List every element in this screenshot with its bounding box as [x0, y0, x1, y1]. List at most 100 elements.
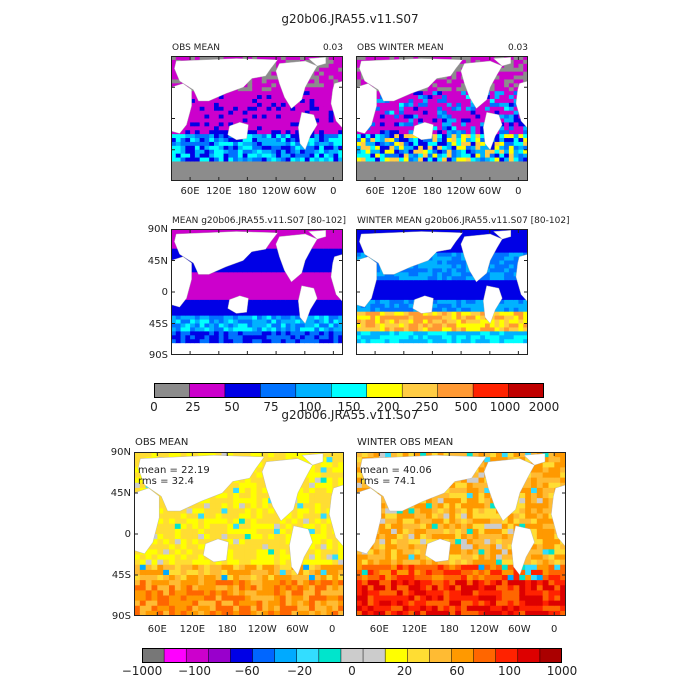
- heatmap-cell: [456, 347, 462, 352]
- heatmap-cell: [319, 157, 325, 163]
- heatmap-cell: [408, 343, 414, 348]
- heatmap-cell: [209, 292, 215, 297]
- heatmap-cell: [399, 347, 405, 352]
- heatmap-cell: [257, 138, 263, 143]
- heatmap-cell: [300, 157, 306, 163]
- heatmap-cell: [513, 323, 520, 329]
- heatmap-cell: [442, 347, 448, 352]
- heatmap-cell: [295, 102, 301, 108]
- heatmap-cell: [139, 595, 147, 602]
- heatmap-cell: [185, 315, 191, 321]
- land-mask-3: [275, 60, 318, 109]
- heatmap-cell: [499, 161, 505, 166]
- heatmap-cell: [145, 452, 153, 458]
- heatmap-cell: [300, 268, 306, 273]
- heatmap-cell: [175, 331, 182, 336]
- heatmap-cell: [242, 149, 249, 155]
- heatmap-cell: [432, 295, 438, 301]
- heatmap-cell: [194, 284, 201, 289]
- heatmap-cell: [480, 315, 486, 321]
- heatmap-cell: [494, 173, 500, 178]
- heatmap-cell: [465, 276, 472, 281]
- heatmap-cell: [314, 240, 320, 246]
- heatmap-cell: [151, 549, 158, 556]
- land-mask-3: [460, 233, 503, 283]
- heatmap-cell: [171, 71, 177, 77]
- heatmap-cell: [480, 331, 486, 336]
- heatmap-cell: [323, 149, 330, 155]
- heatmap-cell: [470, 276, 477, 281]
- heatmap-cell: [333, 126, 339, 131]
- heatmap-cell: [209, 323, 215, 329]
- heatmap-cell: [190, 126, 196, 131]
- heatmap-cell: [523, 248, 528, 254]
- heatmap-cell: [427, 83, 434, 88]
- heatmap-cell: [242, 260, 249, 266]
- heatmap-cell: [257, 122, 263, 127]
- heatmap-cell: [494, 260, 500, 266]
- heatmap-cell: [223, 98, 229, 104]
- heatmap-cell: [475, 343, 481, 348]
- heatmap-cell: [413, 56, 419, 61]
- x-tick-label: 0: [330, 186, 337, 197]
- heatmap-cell: [504, 307, 510, 313]
- heatmap-cell: [384, 292, 391, 297]
- heatmap-cell: [408, 122, 414, 127]
- heatmap-cell: [175, 229, 182, 234]
- heatmap-cell: [190, 299, 196, 305]
- heatmap-cell: [266, 87, 272, 92]
- heatmap-cell: [403, 307, 410, 313]
- heatmap-cell: [437, 177, 443, 181]
- heatmap-cell: [442, 141, 448, 147]
- heatmap-cell: [285, 141, 292, 147]
- heatmap-cell: [199, 118, 206, 124]
- heatmap-cell: [309, 177, 315, 181]
- heatmap-cell: [209, 327, 215, 332]
- heatmap-cell: [309, 145, 315, 151]
- heatmap-cell: [266, 268, 272, 273]
- heatmap-cell: [261, 252, 268, 258]
- heatmap-cell: [513, 343, 520, 348]
- heatmap-cell: [338, 63, 343, 69]
- heatmap-cell: [475, 145, 481, 151]
- heatmap-cell: [163, 600, 170, 607]
- heatmap-cell: [504, 145, 510, 151]
- heatmap-cell: [328, 59, 335, 65]
- heatmap-cell: [446, 138, 453, 143]
- heatmap-cell: [508, 98, 515, 104]
- heatmap-cell: [513, 165, 520, 170]
- heatmap-cell: [261, 161, 268, 166]
- heatmap-cell: [242, 102, 249, 108]
- heatmap-cell: [422, 339, 429, 344]
- heatmap-cell: [513, 244, 520, 250]
- heatmap-cell: [504, 335, 510, 340]
- heatmap-cell: [252, 343, 258, 348]
- heatmap-cell: [323, 252, 330, 258]
- heatmap-cell: [304, 343, 311, 348]
- heatmap-cell: [384, 288, 391, 293]
- heatmap-cell: [465, 118, 472, 124]
- heatmap-cell: [389, 110, 395, 116]
- heatmap-cell: [295, 130, 301, 135]
- heatmap-cell: [494, 157, 500, 163]
- heatmap-cell: [314, 149, 320, 155]
- heatmap-cell: [489, 83, 496, 88]
- heatmap-cell: [375, 323, 381, 329]
- heatmap-cell: [356, 149, 362, 155]
- heatmap-cell: [319, 311, 325, 317]
- heatmap-cell: [356, 347, 362, 352]
- heatmap-cell: [199, 145, 206, 151]
- heatmap-cell: [446, 327, 453, 332]
- heatmap-cell: [276, 327, 282, 332]
- heatmap-cell: [518, 299, 524, 305]
- heatmap-cell: [394, 165, 400, 170]
- heatmap-cell: [504, 157, 510, 163]
- heatmap-cell: [461, 145, 467, 151]
- heatmap-cell: [209, 339, 215, 344]
- heatmap-cell: [513, 118, 520, 124]
- heatmap-cell: [442, 126, 448, 131]
- heatmap-cell: [518, 173, 524, 178]
- heatmap-cell: [323, 169, 330, 174]
- heatmap-cell: [480, 299, 486, 305]
- heatmap-cell: [432, 276, 438, 281]
